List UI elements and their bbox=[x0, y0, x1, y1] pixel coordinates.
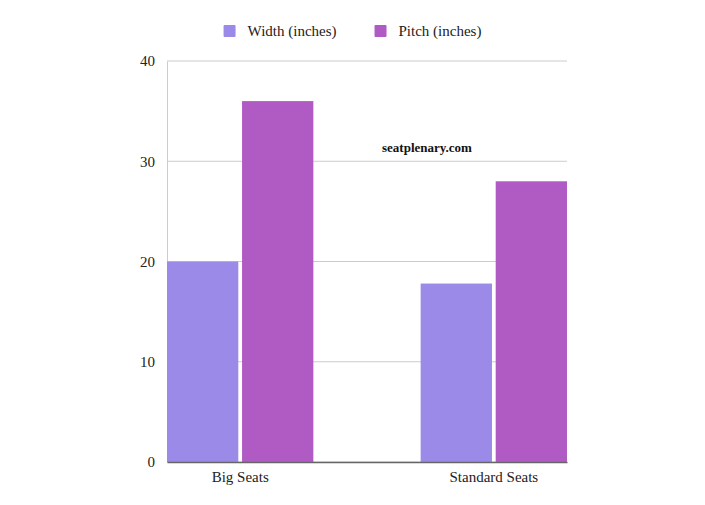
x-tick: Standard Seats bbox=[449, 462, 538, 485]
legend: Width (inches) Pitch (inches) bbox=[224, 23, 482, 40]
annotation: seatplenary.com bbox=[382, 140, 472, 155]
legend-item: Width (inches) bbox=[224, 23, 337, 40]
plot: 0 10 20 30 40 Big Seats Standard Seats bbox=[140, 53, 568, 484]
y-tick: 10 bbox=[140, 354, 167, 370]
y-tick-label: 20 bbox=[140, 254, 155, 270]
legend-swatch bbox=[375, 25, 387, 37]
x-tick-label: Standard Seats bbox=[449, 469, 538, 485]
legend-label: Pitch (inches) bbox=[399, 23, 482, 40]
y-tick: 0 bbox=[148, 454, 168, 470]
y-axis: 0 10 20 30 40 bbox=[140, 53, 168, 470]
chart: 0 10 20 30 40 Big Seats Standard Seats seatplen… bbox=[0, 0, 705, 505]
x-axis: Big Seats Standard Seats bbox=[168, 462, 568, 485]
x-tick-label: Big Seats bbox=[212, 469, 269, 485]
bar bbox=[167, 262, 238, 463]
legend-label: Width (inches) bbox=[248, 23, 337, 40]
y-tick-label: 0 bbox=[148, 454, 156, 470]
bars bbox=[167, 101, 567, 462]
legend-item: Pitch (inches) bbox=[375, 23, 482, 40]
bar bbox=[242, 101, 313, 462]
y-tick: 30 bbox=[140, 154, 167, 170]
grid-line bbox=[167, 61, 567, 62]
bar bbox=[496, 181, 567, 462]
y-tick-label: 10 bbox=[140, 354, 155, 370]
x-axis-line bbox=[168, 462, 568, 464]
grid bbox=[167, 61, 567, 462]
y-tick-label: 40 bbox=[140, 53, 155, 69]
bar bbox=[421, 284, 492, 462]
y-tick-label: 30 bbox=[140, 154, 155, 170]
y-tick: 20 bbox=[140, 254, 167, 270]
y-tick: 40 bbox=[140, 53, 167, 69]
grid-line bbox=[167, 161, 567, 162]
legend-swatch bbox=[224, 25, 236, 37]
x-tick: Big Seats bbox=[212, 462, 269, 485]
